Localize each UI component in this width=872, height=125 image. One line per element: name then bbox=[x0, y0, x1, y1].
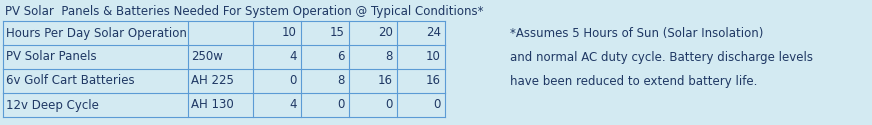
Text: 4: 4 bbox=[290, 50, 297, 64]
Text: Hours Per Day Solar Operation: Hours Per Day Solar Operation bbox=[6, 26, 187, 40]
Text: 4: 4 bbox=[290, 98, 297, 112]
Text: 24: 24 bbox=[426, 26, 441, 40]
Text: 15: 15 bbox=[330, 26, 345, 40]
Text: 250w: 250w bbox=[191, 50, 223, 64]
Text: 10: 10 bbox=[283, 26, 297, 40]
Text: 6: 6 bbox=[337, 50, 345, 64]
Text: 12v Deep Cycle: 12v Deep Cycle bbox=[6, 98, 99, 112]
Text: 16: 16 bbox=[378, 74, 393, 88]
Text: 0: 0 bbox=[290, 74, 297, 88]
Text: 0: 0 bbox=[385, 98, 393, 112]
Text: and normal AC duty cycle. Battery discharge levels: and normal AC duty cycle. Battery discha… bbox=[510, 50, 813, 64]
Text: AH 225: AH 225 bbox=[191, 74, 234, 88]
Text: 16: 16 bbox=[426, 74, 441, 88]
Text: PV Solar  Panels & Batteries Needed For System Operation @ Typical Conditions*: PV Solar Panels & Batteries Needed For S… bbox=[5, 6, 483, 18]
Text: *Assumes 5 Hours of Sun (Solar Insolation): *Assumes 5 Hours of Sun (Solar Insolatio… bbox=[510, 26, 763, 40]
Text: 0: 0 bbox=[337, 98, 345, 112]
Text: 20: 20 bbox=[378, 26, 393, 40]
Text: have been reduced to extend battery life.: have been reduced to extend battery life… bbox=[510, 74, 758, 88]
Text: 8: 8 bbox=[337, 74, 345, 88]
Text: 8: 8 bbox=[385, 50, 393, 64]
Text: 6v Golf Cart Batteries: 6v Golf Cart Batteries bbox=[6, 74, 134, 88]
Text: PV Solar Panels: PV Solar Panels bbox=[6, 50, 97, 64]
Text: 10: 10 bbox=[426, 50, 441, 64]
Text: 0: 0 bbox=[433, 98, 441, 112]
Text: AH 130: AH 130 bbox=[191, 98, 234, 112]
